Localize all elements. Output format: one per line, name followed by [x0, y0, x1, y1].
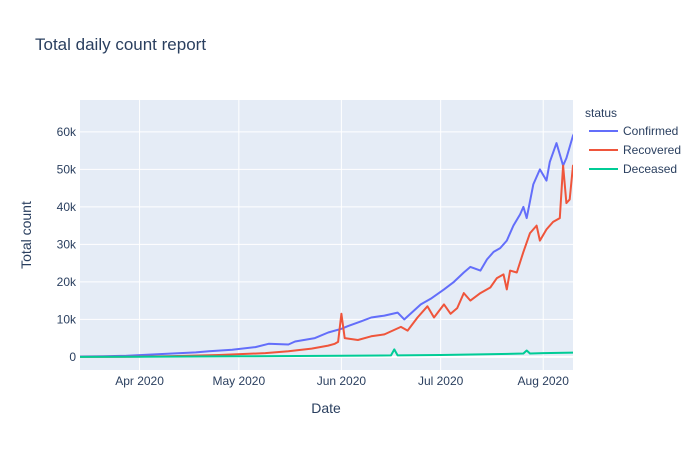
x-tick-label: Apr 2020: [115, 374, 164, 388]
legend-items: Confirmed Recovered Deceased: [589, 124, 681, 176]
legend-title: status: [585, 106, 617, 120]
y-axis-title: Total count: [18, 201, 34, 269]
x-tick-label: Jun 2020: [317, 374, 367, 388]
legend-label-deceased: Deceased: [623, 162, 677, 176]
x-axis-ticks: Apr 2020 May 2020 Jun 2020 Jul 2020 Aug 2020: [115, 374, 569, 388]
y-tick-label: 10k: [57, 312, 77, 326]
series-lines: [80, 133, 573, 358]
series-line-recovered: [80, 164, 573, 358]
y-tick-label: 60k: [57, 125, 77, 139]
legend-label-recovered: Recovered: [623, 143, 681, 157]
x-tick-label: May 2020: [212, 374, 265, 388]
series-line-confirmed: [80, 133, 573, 358]
legend-label-confirmed: Confirmed: [623, 124, 678, 138]
x-axis-title: Date: [311, 400, 341, 416]
series-line-deceased: [80, 348, 573, 358]
y-axis-ticks: 0 10k 20k 30k 40k 50k 60k: [57, 125, 77, 364]
x-tick-label: Jul 2020: [418, 374, 464, 388]
y-tick-label: 0: [69, 350, 76, 364]
y-tick-label: 50k: [57, 162, 77, 176]
plot-area: [80, 100, 573, 370]
legend: status Confirmed Recovered Deceased: [585, 106, 681, 176]
y-tick-label: 40k: [57, 200, 77, 214]
x-tick-label: Aug 2020: [518, 374, 570, 388]
y-tick-label: 30k: [57, 237, 77, 251]
y-tick-label: 20k: [57, 275, 77, 289]
chart-title: Total daily count report: [35, 35, 206, 54]
